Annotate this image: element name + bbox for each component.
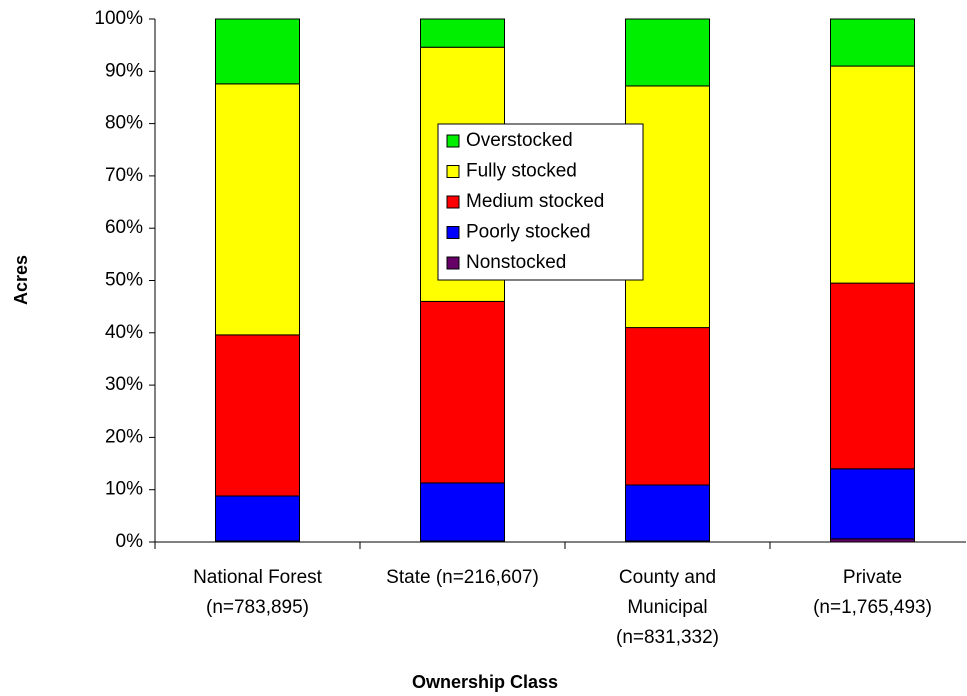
bar-segment bbox=[625, 484, 710, 542]
legend-swatch bbox=[446, 134, 460, 148]
y-tick-label: 50% bbox=[105, 270, 143, 291]
x-tick-label: County and bbox=[619, 567, 716, 588]
bar-segment bbox=[830, 18, 915, 67]
x-tick-label: State (n=216,607) bbox=[386, 567, 539, 588]
legend-swatch bbox=[446, 256, 460, 270]
x-axis-title: Ownership Class bbox=[412, 672, 558, 692]
bar-segment bbox=[830, 65, 915, 284]
bar-segment bbox=[625, 18, 710, 87]
legend-label: Medium stocked bbox=[466, 191, 604, 212]
x-tick-label: (n=831,332) bbox=[616, 627, 719, 648]
y-tick-label: 0% bbox=[116, 531, 144, 552]
legend-swatch bbox=[446, 195, 460, 209]
bar-segment bbox=[420, 18, 505, 48]
legend-label: Fully stocked bbox=[466, 161, 577, 182]
legend-label: Poorly stocked bbox=[466, 222, 591, 243]
x-tick-label: Municipal bbox=[627, 597, 707, 618]
bar-segment bbox=[215, 18, 300, 85]
y-tick-label: 80% bbox=[105, 113, 143, 134]
y-tick-label: 40% bbox=[105, 322, 143, 343]
y-tick-label: 100% bbox=[94, 8, 143, 29]
bar-segment bbox=[830, 468, 915, 540]
legend-swatch bbox=[446, 226, 460, 239]
bar-segment bbox=[215, 334, 300, 497]
y-tick-label: 60% bbox=[105, 217, 143, 238]
legend-label: Overstocked bbox=[466, 130, 573, 151]
y-axis-title: Acres bbox=[11, 255, 31, 305]
legend-box bbox=[437, 123, 644, 281]
bar-segment bbox=[420, 300, 505, 484]
bar-segment bbox=[215, 83, 300, 336]
y-tick-label: 10% bbox=[105, 479, 143, 500]
bar-segment bbox=[830, 282, 915, 470]
y-tick-label: 30% bbox=[105, 374, 143, 395]
legend-label: Nonstocked bbox=[466, 252, 566, 273]
legend: Overstocked Fully stocked Medium stocked Po… bbox=[437, 123, 644, 281]
x-tick-label: (n=783,895) bbox=[206, 597, 309, 618]
bar-segment bbox=[420, 482, 505, 542]
y-tick-label: 20% bbox=[105, 426, 143, 447]
x-tick-label: National Forest bbox=[193, 567, 323, 588]
bar-segment bbox=[625, 327, 710, 486]
x-tick-label: Private bbox=[843, 567, 902, 588]
x-tick-label: (n=1,765,493) bbox=[813, 597, 932, 618]
y-tick-label: 90% bbox=[105, 60, 143, 81]
bar-segment bbox=[215, 495, 300, 542]
y-tick-label: 70% bbox=[105, 165, 143, 186]
legend-swatch bbox=[446, 165, 460, 178]
